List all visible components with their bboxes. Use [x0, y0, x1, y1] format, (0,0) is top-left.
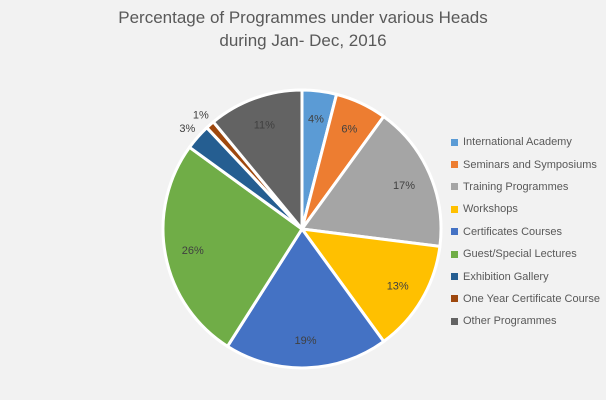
legend-swatch: [451, 250, 458, 258]
legend-swatch: [451, 228, 458, 236]
data-label-8: 1%: [193, 109, 209, 121]
legend: International Academy Seminars and Sympos…: [451, 131, 600, 333]
legend-item: Certificates Courses: [451, 221, 600, 243]
data-label-7: 3%: [179, 123, 195, 135]
legend-swatch: [451, 138, 458, 146]
legend-swatch: [451, 205, 458, 213]
pie-slice-4: [298, 227, 442, 344]
pie-slice-5: [225, 226, 386, 370]
legend-swatch: [451, 273, 458, 281]
chart-title-line-1: Percentage of Programmes under various H…: [118, 8, 488, 27]
chart-title: Percentage of Programmes under various H…: [0, 6, 606, 52]
legend-item: One Year Certificate Course: [451, 288, 600, 310]
data-label-3: 17%: [393, 180, 415, 192]
legend-label: Training Programmes: [463, 180, 569, 193]
pie-slice-6: [161, 145, 305, 349]
legend-label: One Year Certificate Course: [463, 292, 600, 305]
legend-item: Workshops: [451, 198, 600, 220]
data-label-4: 13%: [387, 281, 409, 293]
legend-item: Guest/Special Lectures: [451, 243, 600, 265]
legend-item: Seminars and Symposiums: [451, 153, 600, 175]
legend-label: Other Programmes: [463, 315, 557, 328]
legend-label: Guest/Special Lectures: [463, 248, 577, 261]
pie-slice-3: [299, 114, 443, 249]
legend-item: Other Programmes: [451, 310, 600, 332]
legend-label: International Academy: [463, 136, 572, 149]
data-label-2: 6%: [341, 123, 357, 135]
legend-swatch: [451, 295, 458, 303]
legend-label: Certificates Courses: [463, 225, 563, 238]
data-label-1: 4%: [308, 114, 324, 126]
legend-swatch: [451, 183, 458, 191]
data-label-6: 26%: [182, 245, 204, 257]
pie-slice-9: [211, 88, 304, 234]
legend-swatch: [451, 161, 458, 169]
legend-item: Training Programmes: [451, 176, 600, 198]
legend-label: Exhibition Gallery: [463, 270, 549, 283]
legend-label: Workshops: [463, 203, 518, 216]
data-label-9: 11%: [254, 119, 275, 131]
legend-item: Exhibition Gallery: [451, 265, 600, 287]
chart-title-line-2: during Jan- Dec, 2016: [219, 31, 387, 50]
legend-swatch: [451, 317, 458, 325]
legend-label: Seminars and Symposiums: [463, 158, 597, 171]
legend-item: International Academy: [451, 131, 600, 153]
data-label-5: 19%: [294, 335, 316, 347]
